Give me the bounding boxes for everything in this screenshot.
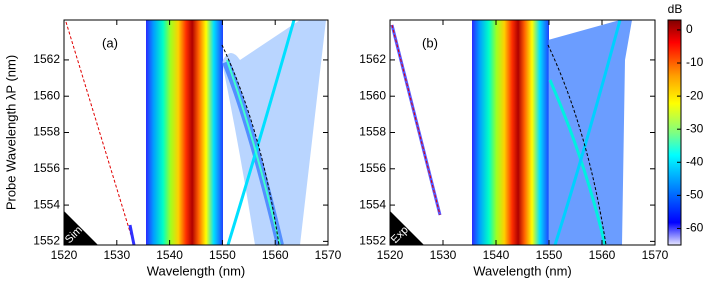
x-tick-label: 1550 xyxy=(536,248,563,262)
colorbar-tick-label: -40 xyxy=(686,154,704,168)
y-tick-label: 1554 xyxy=(359,197,386,211)
y-tick-label: 1562 xyxy=(33,52,60,66)
x-axis-label: Wavelength (nm) xyxy=(147,263,246,278)
corner-triangle xyxy=(390,211,424,245)
panel-label: (b) xyxy=(422,35,438,50)
y-tick-label: 1558 xyxy=(33,125,60,139)
x-tick-label: 1550 xyxy=(209,248,236,262)
x-tick-label: 1570 xyxy=(642,248,669,262)
x-tick-label: 1520 xyxy=(377,248,404,262)
colorbar-tick-label: -10 xyxy=(686,55,704,69)
colorbar-tick-label: 0 xyxy=(686,22,693,36)
x-tick-label: 1520 xyxy=(51,248,78,262)
x-tick-label: 1570 xyxy=(315,248,342,262)
colorbar-label: dB xyxy=(668,2,683,16)
y-tick-label: 1562 xyxy=(359,52,386,66)
colorbar-tick-label: -30 xyxy=(686,121,704,135)
heatmap-a xyxy=(65,19,326,246)
y-tick-label: 1560 xyxy=(359,88,386,102)
colorbar xyxy=(667,19,682,246)
y-tick-label: 1560 xyxy=(33,88,60,102)
x-tick-label: 1540 xyxy=(483,248,510,262)
x-tick-label: 1530 xyxy=(103,248,130,262)
x-tick-label: 1560 xyxy=(262,248,289,262)
y-axis-label: Probe Wavelength λP (nm) xyxy=(3,55,18,210)
colorbar-tick-label: -50 xyxy=(686,188,704,202)
heatmap-b xyxy=(390,19,632,246)
y-tick-label: 1556 xyxy=(33,161,60,175)
y-tick-label: 1554 xyxy=(33,197,60,211)
x-axis-label: Wavelength (nm) xyxy=(473,263,572,278)
y-tick-label: 1558 xyxy=(359,125,386,139)
x-tick-label: 1540 xyxy=(156,248,183,262)
y-tick-label: 1552 xyxy=(33,234,60,248)
colorbar-tick-label: -60 xyxy=(686,221,704,235)
colorbar-tick-label: -20 xyxy=(686,88,704,102)
panel-label: (a) xyxy=(102,35,118,50)
y-tick-label: 1552 xyxy=(359,234,386,248)
y-tick-label: 1556 xyxy=(359,161,386,175)
corner-triangle xyxy=(64,211,98,245)
x-tick-label: 1530 xyxy=(430,248,457,262)
x-tick-label: 1560 xyxy=(589,248,616,262)
